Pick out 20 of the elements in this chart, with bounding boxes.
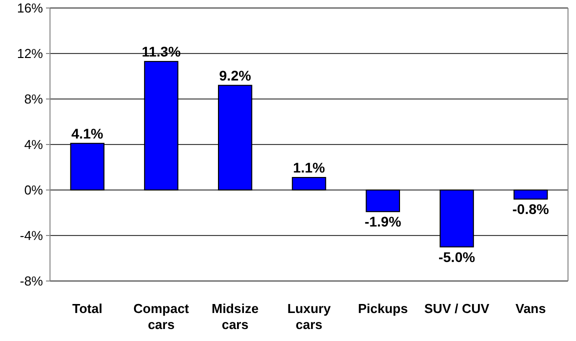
- x-tick-label: Total: [72, 301, 102, 316]
- data-label: -5.0%: [438, 248, 476, 265]
- x-tick-label: Midsize cars: [212, 301, 259, 332]
- x-tick-label: SUV / CUV: [424, 301, 490, 316]
- x-tick-label: Vans: [516, 301, 546, 316]
- y-tick-label: 16%: [16, 0, 44, 16]
- y-tick-label: -4%: [20, 228, 44, 243]
- data-label: -1.9%: [364, 214, 402, 230]
- x-tick-label: Luxury cars: [287, 301, 332, 332]
- data-label: 9.2%: [219, 67, 252, 84]
- y-tick-label: -8%: [20, 274, 44, 288]
- x-tick-label: Compact cars: [133, 301, 190, 332]
- data-label: 4.1%: [71, 125, 104, 142]
- y-tick-label: 4%: [24, 137, 44, 152]
- y-tick-label: 0%: [24, 182, 44, 198]
- y-tick-label: 12%: [16, 46, 44, 61]
- data-label: 1.1%: [293, 159, 326, 176]
- x-tick-label: Pickups: [358, 301, 408, 316]
- data-label: -0.8%: [512, 201, 550, 218]
- y-tick-label: 8%: [24, 92, 44, 106]
